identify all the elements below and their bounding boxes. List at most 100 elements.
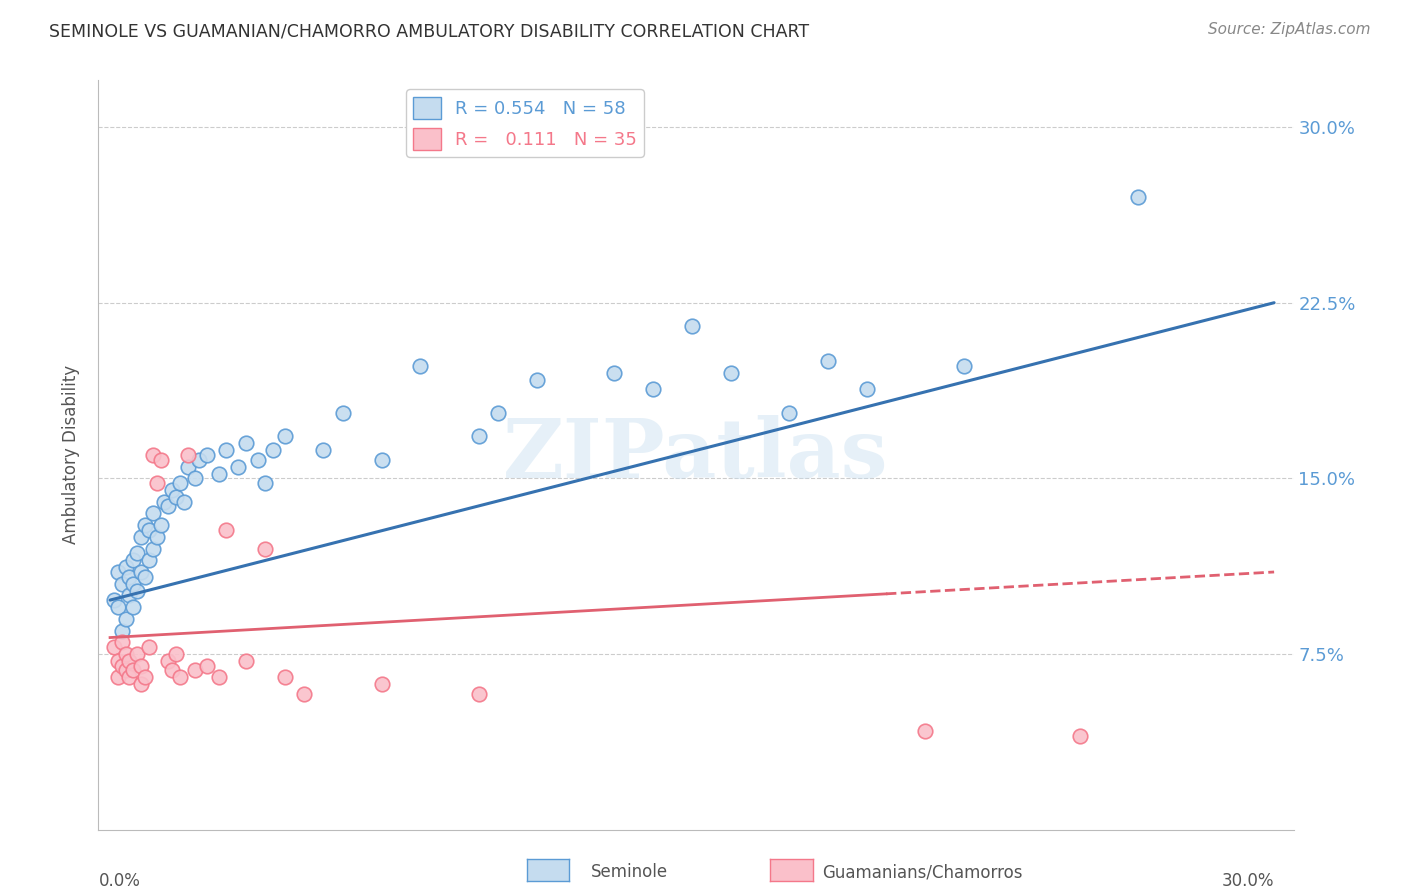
Point [134, 670, 156, 684]
Point [111, 624, 134, 638]
Point [169, 476, 191, 491]
Point [142, 507, 165, 521]
Y-axis label: Ambulatory Disability: Ambulatory Disability [62, 366, 80, 544]
Point [246, 452, 269, 467]
Point [122, 576, 145, 591]
Point [149, 518, 172, 533]
Point [208, 670, 231, 684]
Point [114, 560, 136, 574]
Point [160, 664, 183, 678]
Point [526, 373, 548, 387]
Point [134, 518, 156, 533]
Point [778, 406, 800, 420]
Point [138, 553, 160, 567]
Text: 30.0%: 30.0% [1222, 871, 1274, 889]
Point [1128, 190, 1150, 204]
Point [111, 576, 134, 591]
Point [952, 359, 974, 373]
Point [254, 476, 277, 491]
Text: Seminole: Seminole [591, 863, 668, 881]
Point [157, 654, 180, 668]
Point [129, 565, 152, 579]
Text: Guamanians/Chamorros: Guamanians/Chamorros [823, 863, 1024, 881]
Text: 0.0%: 0.0% [98, 871, 141, 889]
Point [111, 635, 134, 649]
Text: ZIPatlas: ZIPatlas [503, 415, 889, 495]
Point [176, 459, 198, 474]
Point [292, 687, 315, 701]
Point [142, 448, 165, 462]
Point [145, 530, 167, 544]
Point [107, 654, 129, 668]
Point [111, 658, 134, 673]
Point [467, 687, 489, 701]
Point [817, 354, 839, 368]
Point [138, 640, 160, 654]
Point [127, 647, 149, 661]
Point [195, 448, 218, 462]
Point [114, 647, 136, 661]
Point [127, 546, 149, 560]
Point [184, 664, 207, 678]
Point [142, 541, 165, 556]
Point [1069, 729, 1091, 743]
Point [603, 366, 626, 380]
Point [208, 467, 231, 481]
Point [118, 589, 141, 603]
Point [176, 448, 198, 462]
Point [103, 593, 125, 607]
Point [138, 523, 160, 537]
Point [173, 494, 195, 508]
Point [273, 429, 295, 443]
Point [118, 570, 141, 584]
Point [215, 523, 238, 537]
Point [145, 476, 167, 491]
Point [855, 382, 877, 396]
Point [153, 494, 176, 508]
Point [226, 459, 249, 474]
Point [235, 436, 257, 450]
Point [235, 654, 257, 668]
Point [157, 500, 180, 514]
Point [129, 530, 152, 544]
Point [188, 452, 211, 467]
Point [103, 640, 125, 654]
Point [107, 600, 129, 615]
Point [184, 471, 207, 485]
Point [129, 658, 152, 673]
Point [114, 664, 136, 678]
Point [332, 406, 354, 420]
Point [195, 658, 218, 673]
Point [114, 612, 136, 626]
Text: SEMINOLE VS GUAMANIAN/CHAMORRO AMBULATORY DISABILITY CORRELATION CHART: SEMINOLE VS GUAMANIAN/CHAMORRO AMBULATOR… [49, 22, 810, 40]
Point [370, 677, 392, 691]
Point [165, 490, 187, 504]
Point [122, 600, 145, 615]
Point [107, 670, 129, 684]
Point [122, 664, 145, 678]
Point [122, 553, 145, 567]
Point [486, 406, 509, 420]
Point [160, 483, 183, 497]
Point [169, 670, 191, 684]
Point [273, 670, 295, 684]
Point [312, 443, 335, 458]
Text: Source: ZipAtlas.com: Source: ZipAtlas.com [1208, 22, 1371, 37]
Point [165, 647, 187, 661]
Point [409, 359, 432, 373]
Point [134, 570, 156, 584]
Point [149, 452, 172, 467]
Point [107, 565, 129, 579]
Point [118, 654, 141, 668]
Point [370, 452, 392, 467]
Point [914, 724, 936, 739]
Point [262, 443, 284, 458]
Point [215, 443, 238, 458]
Point [254, 541, 277, 556]
Point [118, 670, 141, 684]
Point [643, 382, 665, 396]
Point [127, 583, 149, 598]
Point [720, 366, 742, 380]
Point [467, 429, 489, 443]
Point [681, 319, 703, 334]
